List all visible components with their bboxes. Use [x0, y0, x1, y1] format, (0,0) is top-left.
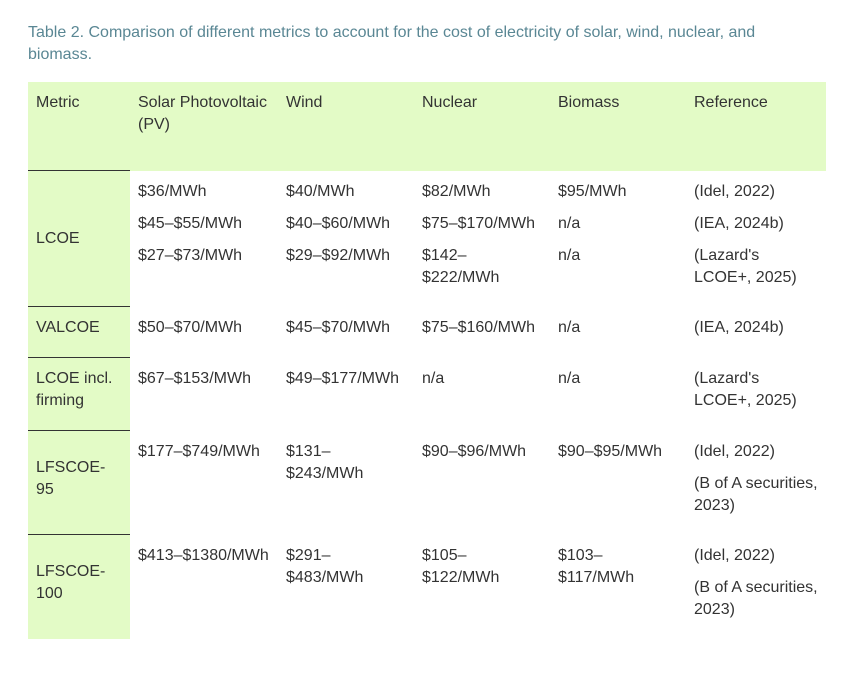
value-cell: $27–$73/MWh [138, 246, 243, 264]
header-cell: Reference [686, 82, 826, 171]
header-cell: Metric [28, 82, 130, 171]
header-cell: Biomass [550, 82, 686, 171]
value-cell: $82/MWh [422, 182, 491, 200]
reference-cell: (Lazard's LCOE+, 2025) [686, 358, 826, 431]
value-cell: $36/MWh [138, 182, 207, 200]
metric-cell: LCOE [28, 170, 130, 307]
value-cell: $45–$70/MWh [286, 318, 391, 336]
caption: Table 2. Comparison of different metrics… [28, 24, 756, 63]
value-cell: $29–$92/MWh [286, 246, 391, 264]
reference: (Lazard's LCOE+, 2025) [694, 246, 797, 286]
value-cell: $40/MWh [286, 182, 355, 200]
header-cell: Nuclear [414, 82, 550, 171]
value-cell: $131–$243/MWh [286, 442, 364, 482]
value-cell: $90–$95/MWh [558, 442, 663, 460]
value-cell: n/a [558, 369, 581, 387]
reference: (Idel, 2022) [694, 546, 775, 564]
table: Metric Solar Photovoltaic (PV) Wind Nuclear… [28, 82, 826, 639]
header-row: Metric Solar Photovoltaic (PV) Wind Nuclear… [28, 82, 826, 171]
metric-cell: LFSCOE-100 [28, 534, 130, 639]
table-row: VALCOE $50–$70/MWh $45–$70/MWh $75–$160/MWh… [28, 306, 826, 358]
value-cell: n/a [422, 369, 445, 387]
reference-cell: (Idel, 2022) (B of A securities, 2023) [686, 535, 826, 639]
reference-cell: (Idel, 2022) [686, 171, 826, 213]
table-body: LCOE $36/MWh $40/MWh $82/MWh $95/MWh (Idel, 2… [28, 170, 826, 639]
reference: (Lazard's LCOE+, 2025) [694, 369, 797, 409]
metric-cell: LCOE incl. firming [28, 357, 130, 431]
table-row: $27–$73/MWh $29–$92/MWh $142–$222/MWh n/a (L… [28, 245, 826, 307]
reference-cell: (IEA, 2024b) [686, 213, 826, 245]
reference: (Idel, 2022) [694, 182, 775, 200]
value-cell: $90–$96/MWh [422, 442, 527, 460]
table-row: $45–$55/MWh $40–$60/MWh $75–$170/MWh n/a (IE… [28, 213, 826, 245]
value-cell: $67–$153/MWh [138, 369, 251, 387]
reference-cell: (IEA, 2024b) [686, 307, 826, 358]
value-cell: $50–$70/MWh [138, 318, 243, 336]
value-cell: n/a [558, 318, 581, 336]
value-cell: $75–$160/MWh [422, 318, 535, 336]
metric-cell: VALCOE [28, 306, 130, 358]
value-cell: $95/MWh [558, 182, 627, 200]
value-cell: $142–$222/MWh [422, 246, 500, 286]
value-cell: $40–$60/MWh [286, 214, 391, 232]
reference: (B of A securities, 2023) [694, 474, 818, 514]
value-cell: $45–$55/MWh [138, 214, 243, 232]
value-cell: $177–$749/MWh [138, 442, 260, 460]
value-cell: n/a [558, 246, 581, 264]
header-cell: Wind [278, 82, 414, 171]
value-cell: $75–$170/MWh [422, 214, 535, 232]
table-row: LFSCOE-100 $413–$1380/MWh $291–$483/MWh $10… [28, 534, 826, 639]
value-cell: n/a [558, 214, 581, 232]
table-row: LCOE $36/MWh $40/MWh $82/MWh $95/MWh (Idel, 2… [28, 170, 826, 307]
metric-cell: LFSCOE-95 [28, 430, 130, 535]
reference: (B of A securities, 2023) [694, 578, 818, 618]
reference: (IEA, 2024b) [694, 318, 784, 336]
header-cell: Solar Photovoltaic (PV) [130, 82, 278, 171]
reference: (Idel, 2022) [694, 442, 775, 460]
value-cell: $291–$483/MWh [286, 546, 364, 586]
value-cell: $105–$122/MWh [422, 546, 500, 586]
value-cell: $413–$1380/MWh [138, 546, 269, 564]
reference-cell: (Idel, 2022) (B of A securities, 2023) [686, 431, 826, 535]
table-row: LCOE incl. firming $67–$153/MWh $49–$177/M… [28, 357, 826, 431]
reference: (IEA, 2024b) [694, 214, 784, 232]
value-cell: $103–$117/MWh [558, 546, 635, 586]
value-cell: $49–$177/MWh [286, 369, 399, 387]
reference-cell: (Lazard's LCOE+, 2025) [686, 245, 826, 307]
table-row: LFSCOE-95 $177–$749/MWh $131–$243/MWh $90–$… [28, 430, 826, 535]
